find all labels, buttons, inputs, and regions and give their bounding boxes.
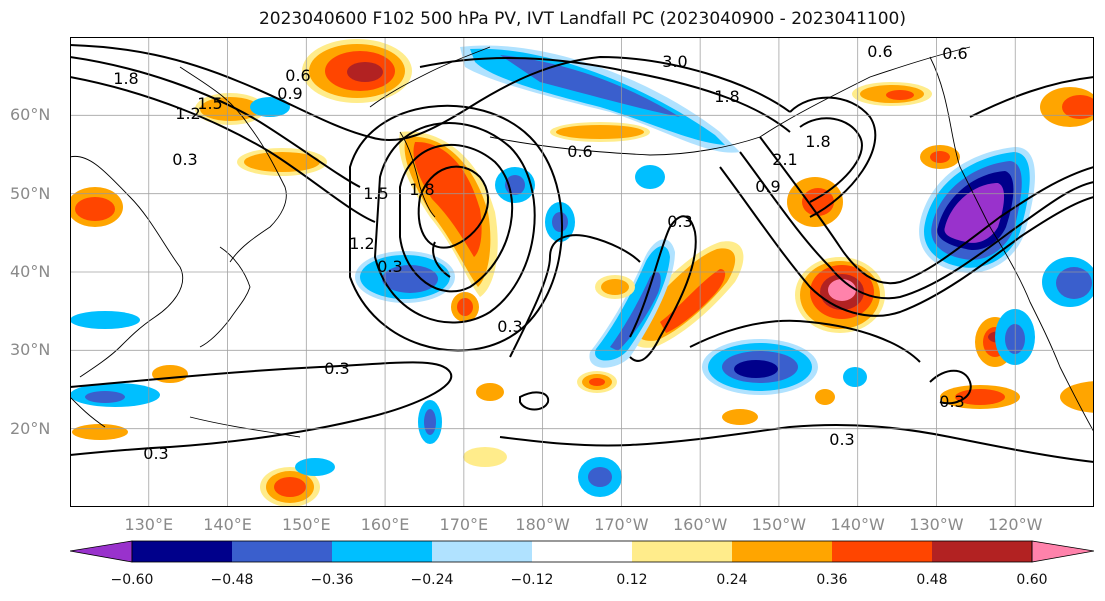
colorbar-segment xyxy=(432,541,533,562)
colorbar-tick-label: 0.60 xyxy=(1016,572,1048,588)
coastlines xyxy=(70,46,1094,438)
colorbar-tick-label: 0.12 xyxy=(616,572,648,588)
map-panel: 1.8 0.61.50.91.20.33.01.80.6 2.11.80.90.61… xyxy=(70,37,1094,507)
contour-label: 0.6 xyxy=(285,66,310,85)
colorbar-tick-label: 0.24 xyxy=(716,572,748,588)
longitude-label: 140°W xyxy=(830,515,885,534)
contour-label: 0.6 xyxy=(942,44,967,63)
contour-label: 0.6 xyxy=(567,142,592,161)
latitude-label: 30°N xyxy=(10,340,51,360)
colorbar-tick-label: −0.48 xyxy=(210,572,254,588)
contour-label: 0.6 xyxy=(867,42,892,61)
contour-label: 0.3 xyxy=(667,212,692,231)
map-title: 2023040600 F102 500 hPa PV, IVT Landfall… xyxy=(258,9,906,29)
longitude-label: 130°W xyxy=(909,515,964,534)
colorbar-segment xyxy=(732,541,833,562)
longitude-label: 150°E xyxy=(281,515,331,534)
longitude-label: 120°W xyxy=(988,515,1043,534)
longitude-label: 140°E xyxy=(203,515,252,534)
pv-contours xyxy=(70,44,1094,463)
colorbar-extend-max xyxy=(1031,540,1094,563)
colorbar-extend-min xyxy=(70,540,133,563)
longitude-label: 130°E xyxy=(124,515,174,534)
contour-labels: 1.8 0.61.50.91.20.33.01.80.6 2.11.80.90.61… xyxy=(113,42,967,463)
contour-label: 1.8 xyxy=(113,69,138,88)
longitude-label: 180°W xyxy=(515,515,570,534)
contour-label: 0.3 xyxy=(939,392,964,411)
latitude-label: 50°N xyxy=(10,183,51,203)
colorbar-tick-label: −0.36 xyxy=(310,572,354,588)
contour-label: 0.3 xyxy=(497,317,522,336)
longitude-label: 170°W xyxy=(594,515,649,534)
longitude-label: 160°W xyxy=(672,515,728,534)
colorbar-segment xyxy=(532,541,633,562)
contour-label: 0.3 xyxy=(829,430,854,449)
contour-label: 2.1 xyxy=(772,150,797,169)
colorbar-tick-label: −0.12 xyxy=(510,572,554,588)
contour-label: 0.3 xyxy=(143,444,168,463)
contour-label: 0.3 xyxy=(377,257,402,276)
colorbar-segment xyxy=(632,541,733,562)
contour-label: 1.8 xyxy=(714,87,739,106)
latitude-label: 40°N xyxy=(10,262,51,281)
longitude-label: 160°E xyxy=(360,515,410,534)
colorbar-segment xyxy=(832,541,933,562)
colorbar-tick-label: −0.60 xyxy=(110,572,154,588)
contour-label: 1.8 xyxy=(805,132,830,151)
latitude-label: 20°N xyxy=(10,418,51,438)
contour-label: 0.9 xyxy=(755,177,780,196)
longitude-label: 170°E xyxy=(439,515,489,534)
contour-label: 1.5 xyxy=(197,94,222,113)
contour-label: 0.9 xyxy=(277,84,302,103)
contour-label: 1.5 xyxy=(363,184,388,203)
colorbar-segment xyxy=(932,541,1033,562)
latitude-label: 60°N xyxy=(10,105,51,125)
contour-label: 1.2 xyxy=(175,104,200,123)
colorbar xyxy=(70,540,1094,563)
contour-label: 1.8 xyxy=(409,180,434,199)
colorbar-tick-label: 0.36 xyxy=(816,572,848,588)
contour-label: 0.3 xyxy=(324,359,349,378)
colorbar-segment xyxy=(132,541,233,562)
contour-label: 3.0 xyxy=(662,52,687,71)
contour-label: 0.3 xyxy=(172,150,197,169)
gridlines xyxy=(70,37,1094,507)
colorbar-segment xyxy=(332,541,433,562)
colorbar-tick-label: 0.48 xyxy=(916,572,948,588)
colorbar-tick-label: −0.24 xyxy=(410,572,454,588)
longitude-label: 150°W xyxy=(751,515,807,534)
colorbar-segment xyxy=(232,541,333,562)
contour-label: 1.2 xyxy=(349,234,374,253)
